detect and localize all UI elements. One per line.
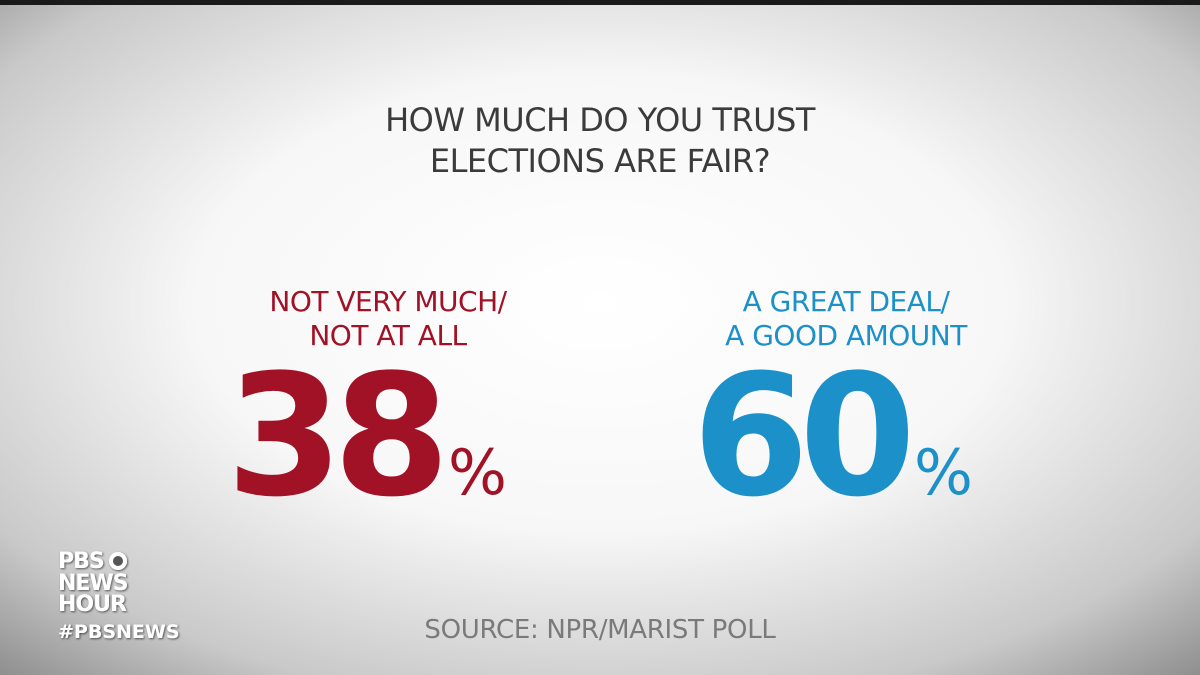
hashtag: #PBSNEWS [58,621,180,643]
source: SOURCE: NPR/MARIST POLL [424,615,776,645]
stat-unit: % [448,436,507,509]
stat-value: 60 [692,338,908,534]
top-edge [0,0,1200,5]
logo-line: NEWS [58,571,128,596]
stat-label: A GOOD AMOUNT [725,319,968,352]
stat-label: NOT VERY MUCH/ [269,285,507,318]
title-line: HOW MUCH DO YOU TRUST [385,101,816,139]
logo: PBS NEWS HOUR #PBSNEWS [58,549,180,643]
title-line: ELECTIONS ARE FAIR? [430,142,770,180]
stat-label: A GREAT DEAL/ [743,285,951,318]
logo-icon-face [113,556,123,566]
stat-label: NOT AT ALL [309,319,467,352]
stat-unit: % [914,436,973,509]
logo-line: HOUR [58,592,127,617]
stat-value: 38 [226,338,440,534]
logo-line: PBS [58,549,104,574]
